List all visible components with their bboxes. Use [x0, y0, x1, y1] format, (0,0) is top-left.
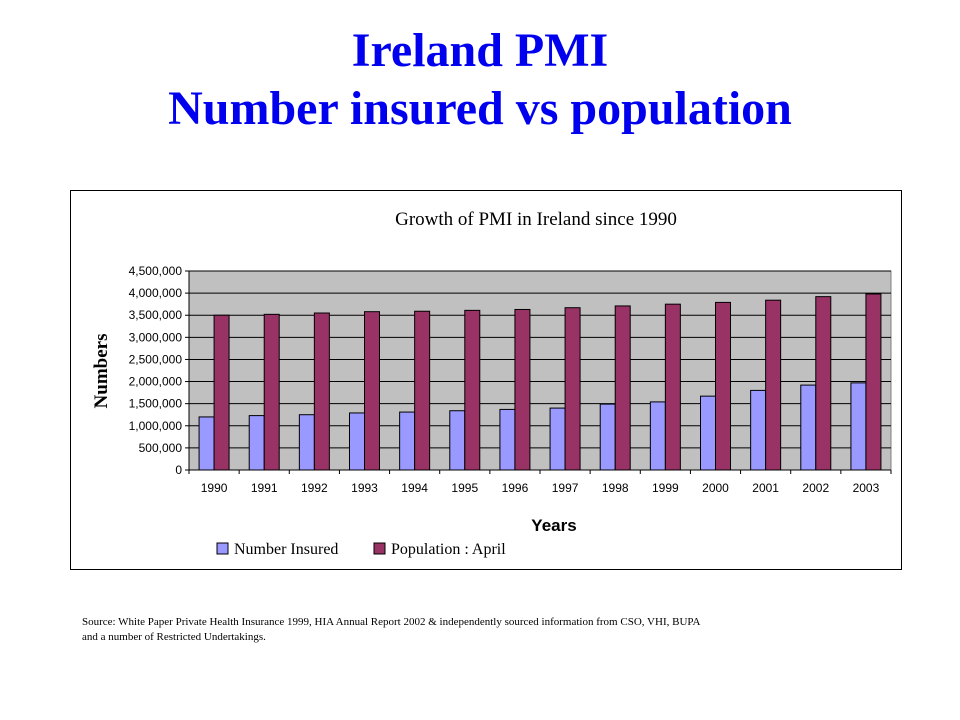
- chart-title: Growth of PMI in Ireland since 1990: [395, 209, 677, 230]
- x-tick-label: 1995: [451, 481, 478, 495]
- bar-population: [765, 299, 782, 471]
- bar-number-insured: [549, 407, 566, 471]
- x-tick-label: 1990: [201, 481, 228, 495]
- x-axis-label: Years: [531, 516, 576, 535]
- bar-population: [213, 314, 230, 471]
- bar-number-insured: [399, 411, 416, 471]
- y-tick-label: 500,000: [139, 441, 183, 455]
- x-tick-label: 2001: [752, 481, 779, 495]
- slide-title-line-2: Number insured vs population: [168, 82, 792, 135]
- bar-population: [263, 313, 280, 471]
- y-tick-label: 2,000,000: [129, 375, 183, 389]
- x-tick-label: 2000: [702, 481, 729, 495]
- bar-population: [464, 309, 481, 471]
- bar-chart: Growth of PMI in Ireland since 1990 0 500,…: [91, 209, 892, 558]
- bar-population: [313, 312, 330, 471]
- y-tick-label: 0: [175, 463, 182, 477]
- bar-population: [414, 310, 431, 471]
- bar-number-insured: [198, 416, 215, 471]
- bar-population: [865, 293, 882, 471]
- y-tick-label: 3,500,000: [129, 308, 183, 322]
- bar-number-insured: [499, 408, 516, 471]
- bar-number-insured: [248, 415, 265, 471]
- y-tick-label: 4,000,000: [129, 286, 183, 300]
- bar-number-insured: [700, 395, 716, 471]
- bar-number-insured: [800, 384, 817, 471]
- bar-number-insured: [750, 389, 767, 471]
- bar-population: [815, 296, 832, 471]
- y-tick-label: 3,000,000: [129, 330, 183, 344]
- y-tick-label: 4,500,000: [129, 264, 183, 278]
- source-note: Source: White Paper Private Health Insur…: [82, 616, 700, 643]
- x-tick-label: 1998: [602, 481, 629, 495]
- x-tick-label: 1996: [502, 481, 529, 495]
- legend-swatch-number-insured: [216, 542, 229, 555]
- x-tick-label: 1997: [552, 481, 579, 495]
- legend-label-population: Population : April: [391, 541, 506, 558]
- bar-population: [614, 305, 631, 471]
- bar-population: [715, 301, 731, 471]
- x-tick-label: 1994: [401, 481, 428, 495]
- plot-area: [188, 270, 892, 471]
- bar-number-insured: [850, 382, 867, 471]
- slide-title: Ireland PMI Number insured vs population: [0, 22, 960, 138]
- chart-frame: Growth of PMI in Ireland since 1990 0 500,…: [70, 190, 902, 570]
- x-tick-label: 2003: [853, 481, 880, 495]
- bar-number-insured: [599, 403, 616, 471]
- x-tick-label: 1999: [652, 481, 679, 495]
- bar-population: [564, 307, 581, 471]
- bar-number-insured: [449, 410, 466, 471]
- y-axis-label: Numbers: [91, 334, 112, 409]
- y-tick-label: 2,500,000: [129, 352, 183, 366]
- legend-swatch-population: [373, 542, 386, 555]
- bar-population: [514, 308, 531, 471]
- x-tick-label: 2002: [802, 481, 829, 495]
- bar-population: [664, 303, 681, 471]
- x-tick-label: 1991: [251, 481, 278, 495]
- bar-number-insured: [298, 414, 315, 471]
- legend-label-number-insured: Number Insured: [234, 541, 338, 558]
- x-tick-label: 1992: [301, 481, 328, 495]
- y-tick-label: 1,000,000: [129, 419, 183, 433]
- x-tick-label: 1993: [351, 481, 378, 495]
- bar-number-insured: [649, 401, 666, 471]
- bar-number-insured: [349, 412, 365, 471]
- bar-population: [364, 311, 380, 471]
- slide-title-line-1: Ireland PMI: [351, 24, 609, 77]
- y-tick-label: 1,500,000: [129, 397, 183, 411]
